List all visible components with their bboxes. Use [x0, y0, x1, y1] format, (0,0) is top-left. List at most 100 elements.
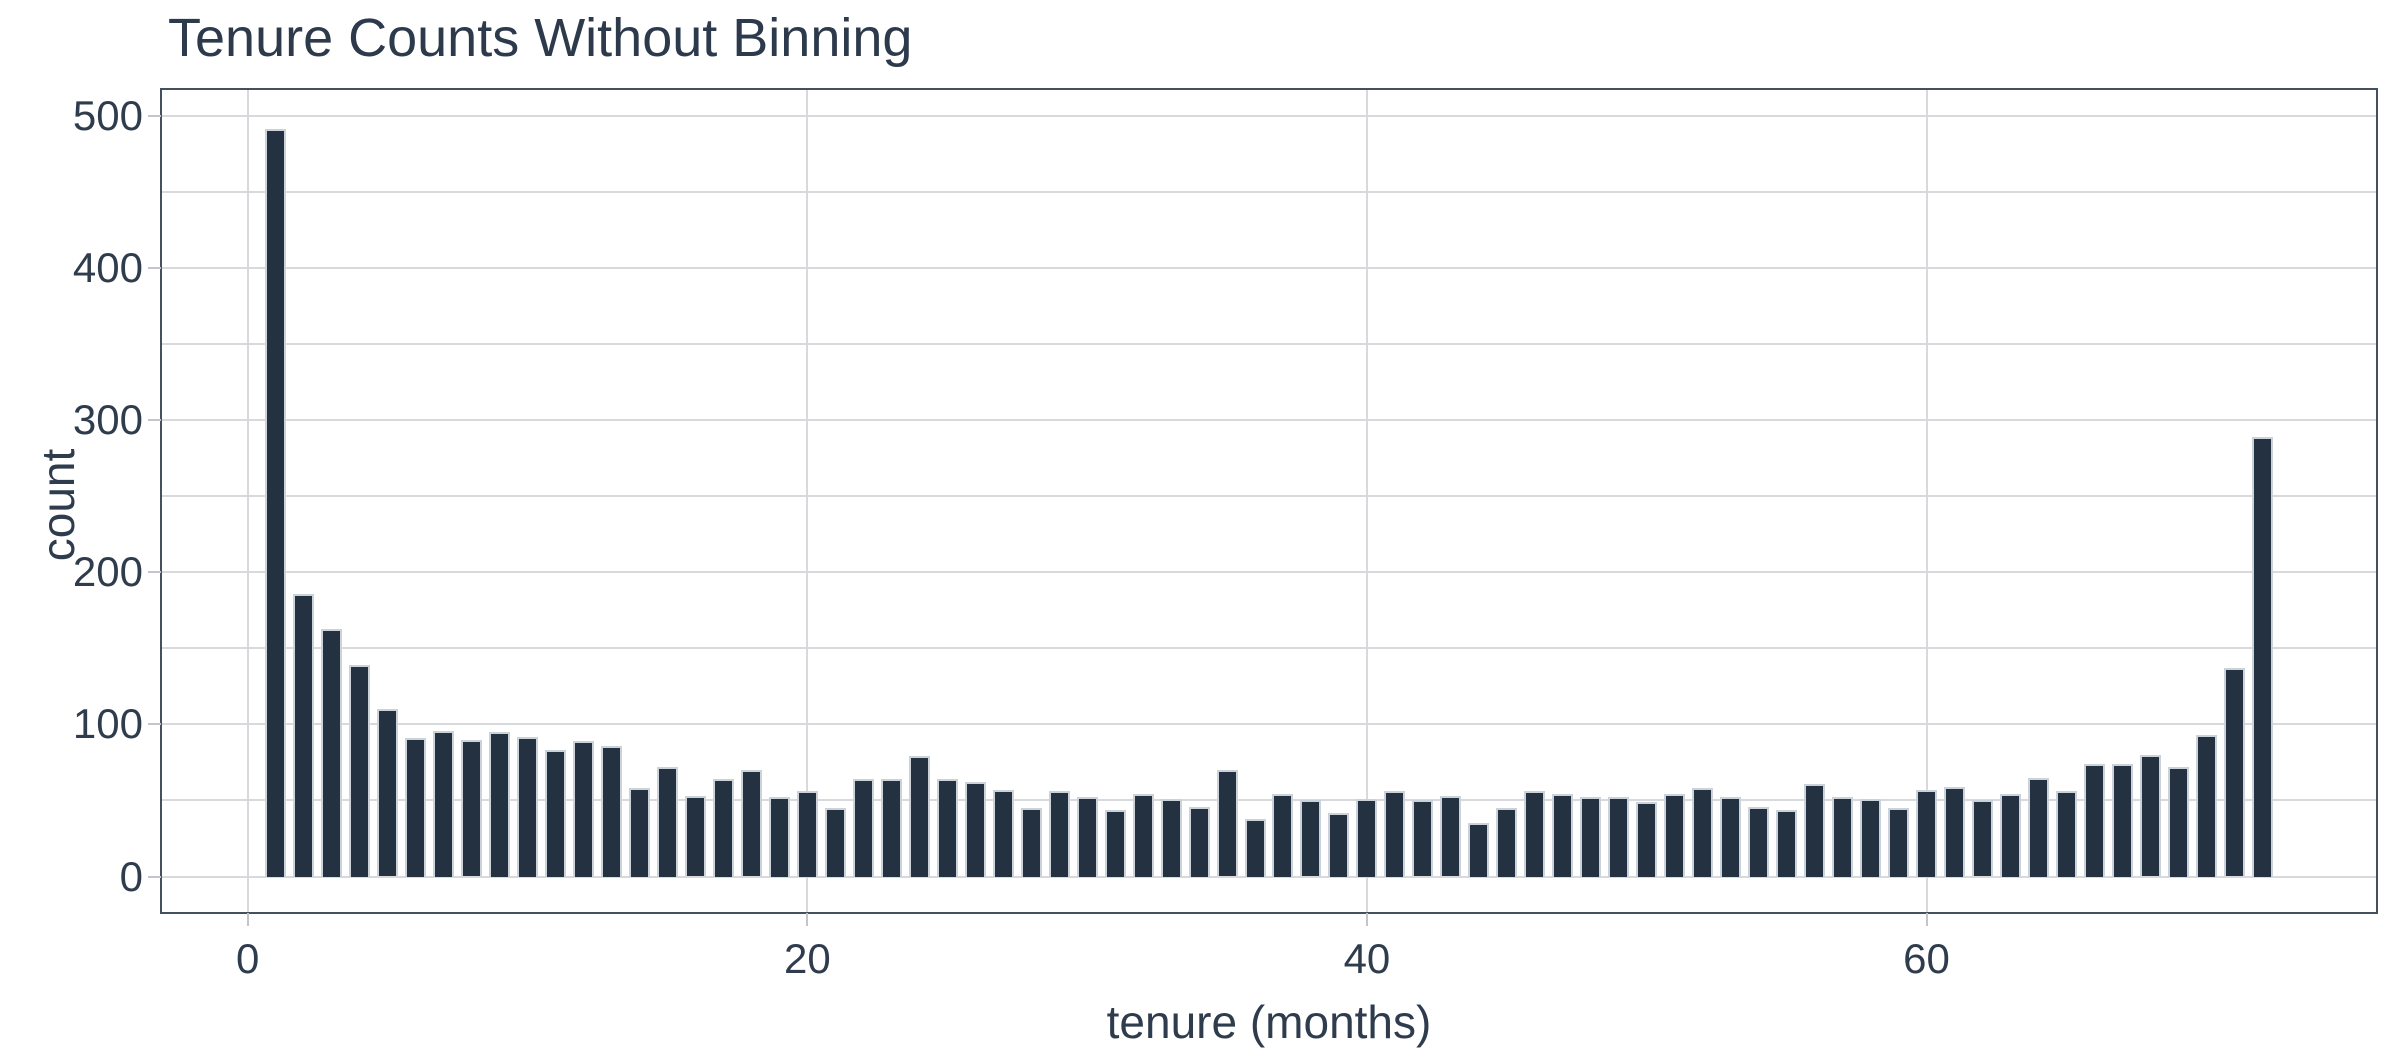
- x-tick-label-0: 0: [236, 935, 260, 982]
- bar-tenure-70: [2195, 735, 2217, 877]
- plot-border: [160, 88, 2378, 914]
- x-tick-mark: [1925, 913, 1928, 926]
- chart-title: Tenure Counts Without Binning: [168, 8, 913, 68]
- bar-tenure-22: [852, 779, 874, 877]
- bar-tenure-59: [1888, 808, 1910, 877]
- bar-tenure-49: [1608, 797, 1630, 877]
- bar-tenure-18: [740, 770, 762, 877]
- bar-tenure-6: [405, 738, 427, 877]
- y-tick-mark: [148, 875, 161, 878]
- x-gridline: [806, 89, 809, 913]
- bar-tenure-54: [1748, 806, 1770, 877]
- x-tick-mark: [246, 913, 249, 926]
- bar-tenure-57: [1832, 797, 1854, 877]
- y-gridline: [161, 799, 2377, 802]
- bar-tenure-38: [1300, 800, 1322, 877]
- bar-tenure-27: [992, 789, 1014, 877]
- bar-tenure-12: [572, 741, 594, 877]
- y-tick-label-400: 400: [72, 244, 143, 292]
- bar-tenure-33: [1160, 798, 1182, 877]
- x-axis-label: tenure (months): [1106, 996, 1432, 1048]
- bar-tenure-34: [1188, 806, 1210, 877]
- bar-tenure-31: [1104, 809, 1126, 877]
- bar-tenure-51: [1664, 794, 1686, 877]
- y-tick-label-300: 300: [72, 396, 143, 444]
- bar-tenure-5: [377, 709, 399, 877]
- bar-tenure-58: [1860, 798, 1882, 877]
- y-tick-label-0: 0: [119, 852, 143, 900]
- bar-tenure-60: [1916, 789, 1938, 877]
- bar-tenure-30: [1076, 797, 1098, 877]
- bar-tenure-10: [517, 736, 539, 877]
- bar-tenure-55: [1776, 809, 1798, 877]
- bar-tenure-16: [684, 795, 706, 877]
- y-tick-mark: [148, 571, 161, 574]
- bar-tenure-71: [2223, 668, 2245, 877]
- bar-tenure-72: [2251, 437, 2273, 877]
- bar-tenure-41: [1384, 791, 1406, 877]
- y-tick-label-200: 200: [72, 548, 143, 596]
- y-gridline: [161, 419, 2377, 422]
- y-tick-mark: [148, 115, 161, 118]
- x-tick-label-40: 40: [1343, 935, 1391, 982]
- y-tick-mark: [148, 267, 161, 270]
- bar-tenure-46: [1524, 791, 1546, 877]
- bar-tenure-48: [1580, 797, 1602, 877]
- x-tick-label-60: 60: [1903, 935, 1950, 982]
- x-tick-mark: [806, 913, 809, 926]
- bar-tenure-24: [908, 756, 930, 877]
- y-gridline: [161, 115, 2377, 118]
- bar-tenure-42: [1412, 800, 1434, 877]
- bar-tenure-62: [1971, 800, 1993, 877]
- bar-tenure-25: [936, 779, 958, 877]
- y-tick-label-500: 500: [72, 92, 143, 140]
- bar-tenure-44: [1468, 823, 1490, 877]
- bar-tenure-36: [1244, 818, 1266, 877]
- bar-tenure-4: [349, 665, 371, 877]
- bar-tenure-39: [1328, 812, 1350, 877]
- bar-tenure-32: [1132, 794, 1154, 877]
- bar-tenure-29: [1048, 791, 1070, 877]
- bar-tenure-9: [489, 732, 511, 877]
- y-gridline: [161, 495, 2377, 498]
- bar-tenure-68: [2139, 754, 2161, 877]
- y-tick-mark: [148, 723, 161, 726]
- y-gridline: [161, 647, 2377, 650]
- y-gridline: [161, 267, 2377, 270]
- bar-tenure-69: [2167, 767, 2189, 877]
- bar-tenure-21: [824, 808, 846, 877]
- bar-tenure-52: [1692, 788, 1714, 877]
- bar-tenure-65: [2055, 791, 2077, 877]
- bar-tenure-37: [1272, 794, 1294, 877]
- y-gridline: [161, 723, 2377, 726]
- x-tick-label-20: 20: [783, 935, 831, 982]
- bar-tenure-53: [1720, 797, 1742, 877]
- bar-tenure-23: [880, 779, 902, 877]
- x-gridline: [1925, 89, 1928, 913]
- bar-tenure-26: [964, 782, 986, 877]
- y-gridline: [161, 343, 2377, 346]
- bar-tenure-15: [656, 767, 678, 877]
- bar-tenure-64: [2027, 777, 2049, 877]
- bar-tenure-19: [768, 797, 790, 877]
- y-gridline: [161, 875, 2377, 878]
- bar-tenure-67: [2111, 764, 2133, 877]
- y-gridline: [161, 191, 2377, 194]
- bar-tenure-47: [1552, 794, 1574, 877]
- x-gridline: [1365, 89, 1368, 913]
- bar-tenure-45: [1496, 808, 1518, 877]
- bar-tenure-63: [1999, 794, 2021, 877]
- bar-tenure-43: [1440, 795, 1462, 877]
- bar-tenure-28: [1020, 808, 1042, 877]
- bar-tenure-11: [545, 750, 566, 877]
- bar-tenure-8: [461, 739, 483, 877]
- bar-tenure-61: [1944, 786, 1965, 877]
- bar-tenure-20: [796, 791, 818, 877]
- bar-tenure-7: [433, 730, 455, 877]
- x-tick-mark: [1365, 913, 1368, 926]
- y-gridline: [161, 571, 2377, 574]
- bar-tenure-40: [1356, 798, 1378, 877]
- bar-tenure-50: [1636, 802, 1658, 877]
- bar-tenure-3: [321, 628, 343, 877]
